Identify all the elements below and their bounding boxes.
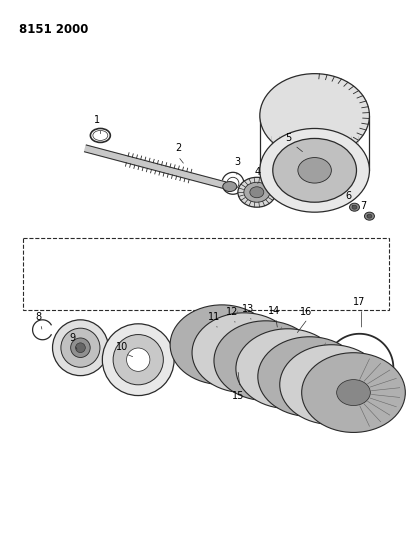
Ellipse shape [238,177,276,207]
Ellipse shape [367,214,372,218]
Text: 6: 6 [346,191,351,201]
Ellipse shape [205,332,239,358]
Ellipse shape [260,74,369,157]
Text: 8: 8 [35,312,42,322]
Ellipse shape [113,335,163,385]
Text: 11: 11 [208,312,220,322]
Ellipse shape [260,128,369,212]
Text: 13: 13 [242,304,254,314]
Ellipse shape [192,313,296,393]
Ellipse shape [280,345,383,424]
Text: 7: 7 [360,201,367,211]
Text: 17: 17 [353,297,366,307]
Text: 4: 4 [255,167,261,177]
Text: 5: 5 [286,133,292,143]
Ellipse shape [302,353,405,432]
Text: 15: 15 [232,391,244,401]
Ellipse shape [76,343,85,353]
Ellipse shape [271,356,305,382]
Ellipse shape [102,324,174,395]
Text: 10: 10 [116,342,128,352]
Ellipse shape [315,372,349,398]
Bar [23,238,389,310]
Ellipse shape [61,328,100,367]
Text: 14: 14 [268,306,280,316]
Ellipse shape [170,305,274,385]
Ellipse shape [53,320,109,376]
Ellipse shape [127,348,150,372]
Text: 12: 12 [226,307,238,317]
Text: 8151 2000: 8151 2000 [18,23,88,36]
Ellipse shape [227,340,261,366]
Ellipse shape [249,348,283,374]
Text: 3: 3 [234,157,240,167]
Text: 16: 16 [300,307,312,317]
Ellipse shape [214,321,318,400]
Ellipse shape [258,337,361,416]
Ellipse shape [352,205,357,209]
Ellipse shape [223,182,237,191]
Ellipse shape [298,158,331,183]
Ellipse shape [236,329,339,408]
Ellipse shape [337,379,370,406]
Ellipse shape [71,338,90,358]
Text: 2: 2 [175,143,181,154]
Ellipse shape [244,182,270,202]
Text: 9: 9 [69,333,76,343]
Ellipse shape [349,203,360,211]
Ellipse shape [293,364,326,390]
Ellipse shape [250,187,264,198]
Polygon shape [85,145,226,189]
Text: 1: 1 [94,116,100,125]
Ellipse shape [365,212,374,220]
Ellipse shape [273,139,356,202]
